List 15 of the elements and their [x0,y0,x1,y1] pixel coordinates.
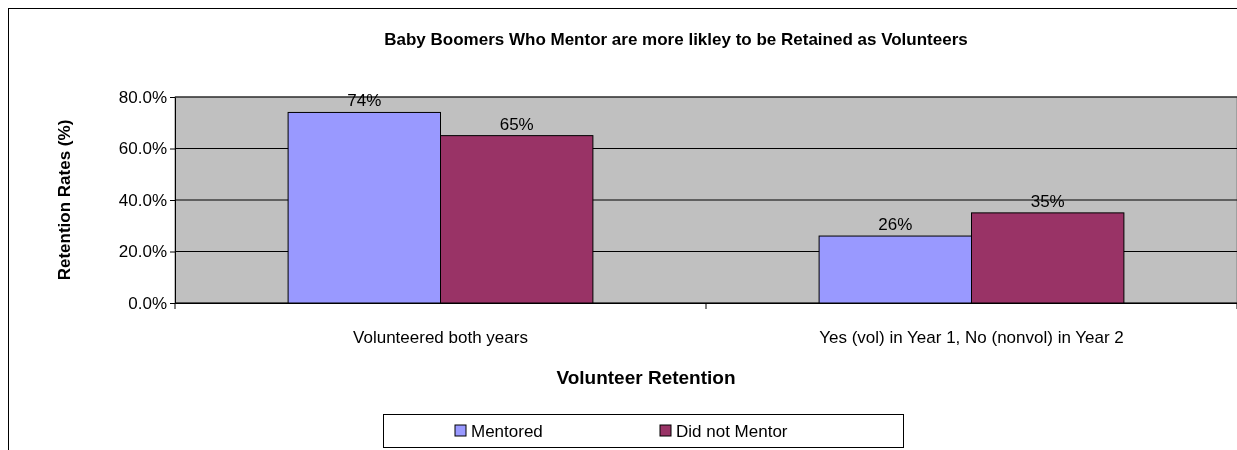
data-label: 65% [499,114,534,134]
legend-label: Did not Mentor [676,422,788,441]
x-tick-label: Yes (vol) in Year 1, No (nonvol) in Year 2 [819,328,1124,348]
chart-title: Baby Boomers Who Mentor are more likley to be Retained as Volunteers [384,30,968,49]
y-tick-label: 0.0% [128,293,167,313]
x-tick-label: Volunteered both years [353,328,528,348]
y-tick-label: 40.0% [118,190,167,210]
data-label: 26% [878,215,913,235]
x-axis-title: Volunteer Retention [556,367,736,388]
y-tick-label: 20.0% [118,242,167,262]
y-tick-label: 80.0% [118,87,167,107]
y-axis-title: Retention Rates (%) [55,119,74,281]
data-label: 35% [1030,191,1065,211]
y-tick-label: 60.0% [118,139,167,159]
legend-label: Mentored [471,422,543,441]
